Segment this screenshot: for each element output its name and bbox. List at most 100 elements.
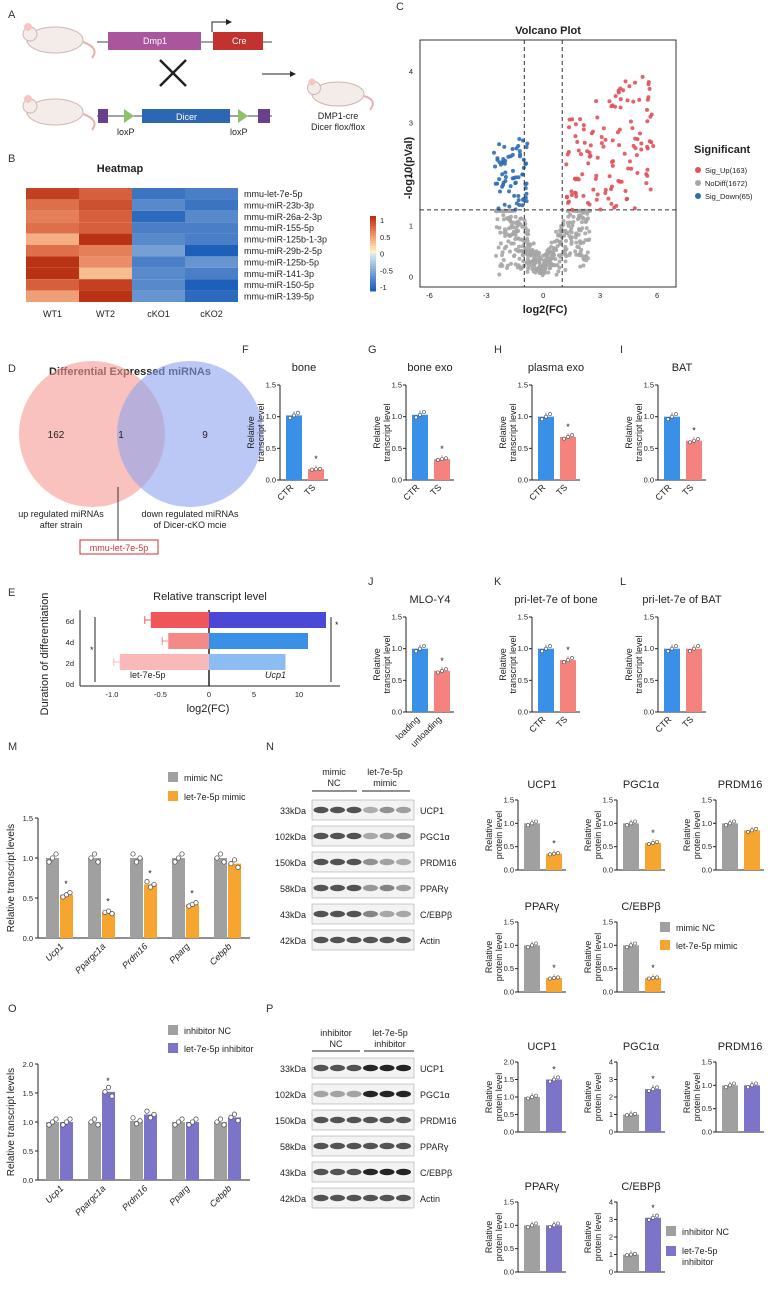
heatmap-cell	[79, 188, 132, 200]
heatmap-cell	[26, 245, 79, 257]
y-tick: 1.5	[644, 381, 654, 390]
nodiff-point	[561, 218, 566, 223]
ucp1-bar	[209, 612, 326, 628]
bar	[722, 1085, 738, 1132]
y-label-line-1: Relative	[624, 648, 634, 681]
y-label-line-1: Relative	[682, 1081, 692, 1114]
sig-down-point	[502, 161, 507, 166]
nodiff-point	[511, 225, 516, 230]
y-tick: 3	[609, 1215, 613, 1224]
blot-band	[330, 1090, 345, 1098]
protein-chart: 0.0 0.5 1.0 1.5 PRDM16 Relative protein level	[682, 1041, 764, 1137]
heatmap-cell	[79, 199, 132, 211]
protein-chart: 0 1 2 3 4 C/EBPβ Relative protein level *	[583, 1181, 665, 1277]
blot-band	[313, 1194, 329, 1202]
nodiff-point	[530, 251, 535, 256]
y-tick: 3	[409, 118, 413, 127]
sig-down-point	[491, 150, 496, 155]
venn-right-count: 9	[202, 430, 208, 441]
blot-band	[363, 884, 378, 892]
sig-up-point	[639, 141, 644, 146]
nodiff-point	[531, 262, 536, 267]
y-tick: 1.0	[518, 644, 528, 653]
data-point	[692, 646, 696, 651]
nodiff-point	[554, 229, 559, 234]
data-point	[49, 855, 56, 861]
nodiff-point	[509, 241, 514, 246]
y-label-line-1: Relative	[484, 1081, 494, 1114]
sig-up-point	[581, 127, 586, 132]
x-tick: TS	[680, 714, 695, 729]
scale-tick: 1	[380, 216, 384, 225]
significance-star: *	[651, 1203, 655, 1213]
blot-band	[396, 1064, 411, 1072]
x-tick: -3	[483, 291, 490, 300]
sig-down-point	[513, 175, 518, 180]
y-tick: 1.0	[392, 644, 402, 653]
heatmap-cell	[185, 256, 238, 268]
cross-icon	[159, 59, 187, 87]
y-label-line-2: protein level	[692, 1073, 702, 1122]
blot-band	[346, 1168, 362, 1176]
kda-label: 33kDa	[280, 1064, 306, 1074]
sig-down-point	[510, 147, 515, 152]
blot-band	[379, 1142, 395, 1150]
y-label-line-2: protein level	[494, 933, 504, 982]
y-tick: 0.0	[518, 708, 528, 717]
nodiff-point	[578, 241, 583, 246]
blot-band	[313, 1116, 329, 1124]
data-point	[67, 1116, 73, 1122]
nodiff-point	[494, 253, 499, 258]
heatmap-cell	[26, 199, 79, 211]
protein-chart: 0.0 0.5 1.0 1.5 2.0 UCP1 Relative protein level…	[484, 1041, 566, 1137]
heatmap-col-label: WT2	[96, 309, 115, 319]
venn-left-caption-2: after strain	[40, 520, 83, 530]
e-ylabel: Duration of differentiation	[39, 593, 51, 716]
y-tick: 0.5	[504, 1110, 514, 1119]
sig-up-point	[581, 123, 586, 128]
nodiff-point	[546, 257, 551, 262]
cre-label: Cre	[232, 36, 247, 46]
blot-band	[396, 1090, 411, 1098]
heatmap-cell	[185, 290, 238, 302]
y-tick: 1.5	[504, 796, 514, 805]
scale-cell	[370, 276, 376, 279]
data-point	[692, 438, 696, 443]
data-point	[105, 908, 112, 914]
bar	[623, 945, 639, 992]
sig-up-point	[595, 192, 600, 197]
volcano-ylabel: -log10(pVal)	[403, 136, 415, 199]
protein-label: PPARγ	[420, 1142, 449, 1152]
heatmap-row-label: mmu-let-7e-5p	[244, 189, 303, 199]
sig-up-point	[569, 192, 574, 197]
nodiff-point	[540, 253, 545, 258]
sig-up-point	[633, 80, 638, 85]
nodiff-point	[508, 261, 513, 266]
sig-up-point	[622, 151, 627, 156]
nodiff-point	[526, 228, 531, 233]
x-tick: Ppargc1a	[73, 1183, 107, 1217]
data-point	[651, 976, 655, 980]
y-tick: 3	[609, 1075, 613, 1084]
legend-nc: inhibitor NC	[184, 1026, 232, 1036]
sig-up-point	[618, 105, 623, 110]
y-tick: 1.0	[603, 941, 613, 950]
nodiff-point	[579, 247, 584, 252]
data-point	[172, 859, 178, 865]
scale-tick: -1	[380, 283, 387, 292]
nodiff-point	[498, 230, 503, 235]
data-point	[696, 437, 700, 442]
scale-cell	[370, 231, 376, 234]
data-point	[651, 841, 655, 845]
data-point	[696, 644, 700, 649]
heatmap-cell	[26, 279, 79, 291]
y-tick: 0.0	[23, 1176, 33, 1185]
y-tick: 1.0	[702, 819, 712, 828]
significance-star: *	[148, 868, 152, 878]
nodiff-point	[576, 245, 581, 250]
result-line-1: DMP1-cre	[318, 111, 359, 121]
nodiff-point	[499, 262, 504, 267]
data-point	[444, 667, 448, 672]
x-tick: Ucp1	[43, 941, 65, 963]
